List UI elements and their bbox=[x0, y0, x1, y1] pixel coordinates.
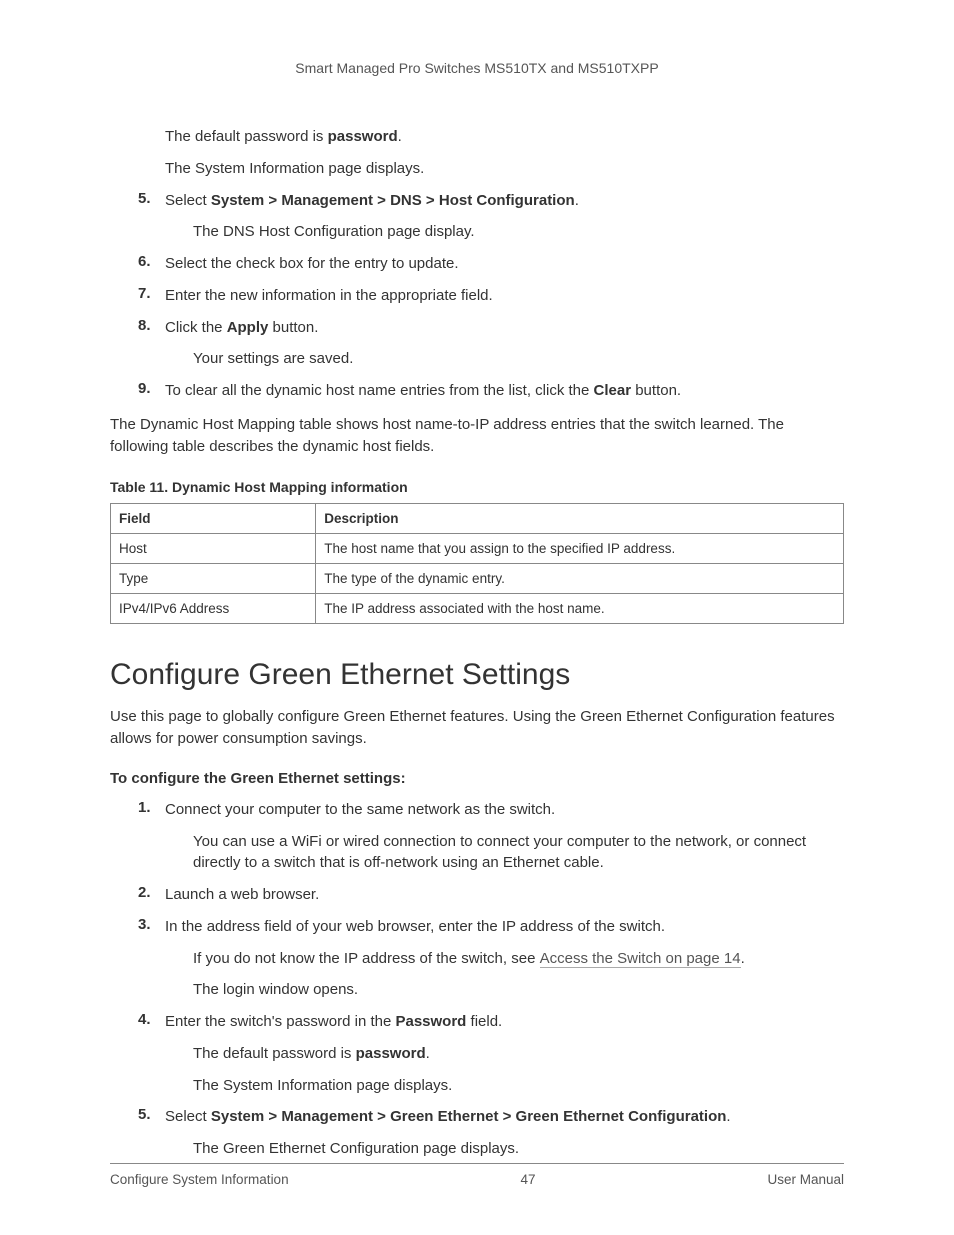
table-cell: IPv4/IPv6 Address bbox=[111, 594, 316, 624]
text: To clear all the dynamic host name entri… bbox=[165, 382, 594, 399]
step-text: Connect your computer to the same networ… bbox=[165, 799, 555, 821]
intro-line-2: The System Information page displays. bbox=[165, 158, 844, 180]
step2-5-sub: The Green Ethernet Configuration page di… bbox=[193, 1138, 844, 1160]
step-6: 6. Select the check box for the entry to… bbox=[138, 253, 844, 275]
procedure-heading: To configure the Green Ethernet settings… bbox=[110, 770, 844, 787]
table-row: IPv4/IPv6 Address The IP address associa… bbox=[111, 594, 844, 624]
text: button. bbox=[268, 319, 318, 336]
text: Enter the switch's password in the bbox=[165, 1013, 395, 1030]
step-text: Select System > Management > Green Ether… bbox=[165, 1106, 731, 1128]
page-footer: Configure System Information 47 User Man… bbox=[110, 1163, 844, 1187]
step2-2: 2. Launch a web browser. bbox=[138, 884, 844, 906]
text-bold: Password bbox=[395, 1013, 466, 1030]
dynamic-para: The Dynamic Host Mapping table shows hos… bbox=[110, 414, 844, 458]
section-heading: Configure Green Ethernet Settings bbox=[110, 658, 844, 692]
text: Select bbox=[165, 192, 211, 209]
table-cell: The type of the dynamic entry. bbox=[316, 564, 844, 594]
text-bold: Clear bbox=[594, 382, 632, 399]
text: . bbox=[398, 128, 402, 145]
step2-3-sub2: The login window opens. bbox=[193, 979, 844, 1001]
dynamic-host-table: Field Description Host The host name tha… bbox=[110, 503, 844, 624]
table-row: Type The type of the dynamic entry. bbox=[111, 564, 844, 594]
step-number: 4. bbox=[138, 1011, 165, 1033]
step-text: Enter the switch's password in the Passw… bbox=[165, 1011, 502, 1033]
text-bold: System > Management > DNS > Host Configu… bbox=[211, 192, 575, 209]
footer-page-number: 47 bbox=[521, 1172, 536, 1187]
page-header: Smart Managed Pro Switches MS510TX and M… bbox=[110, 60, 844, 76]
text: field. bbox=[466, 1013, 502, 1030]
text: The default password is bbox=[193, 1045, 356, 1062]
document-page: Smart Managed Pro Switches MS510TX and M… bbox=[0, 0, 954, 1235]
step2-5: 5. Select System > Management > Green Et… bbox=[138, 1106, 844, 1128]
text-bold: System > Management > Green Ethernet > G… bbox=[211, 1108, 727, 1125]
step-text: Launch a web browser. bbox=[165, 884, 319, 906]
step2-4-sub2: The System Information page displays. bbox=[193, 1075, 844, 1097]
step2-1-sub: You can use a WiFi or wired connection t… bbox=[193, 831, 844, 875]
step-text: To clear all the dynamic host name entri… bbox=[165, 380, 681, 402]
text: If you do not know the IP address of the… bbox=[193, 950, 540, 967]
step-text: In the address field of your web browser… bbox=[165, 916, 665, 938]
step-number: 8. bbox=[138, 317, 165, 339]
step-9: 9. To clear all the dynamic host name en… bbox=[138, 380, 844, 402]
step-text: Select the check box for the entry to up… bbox=[165, 253, 459, 275]
table-header-cell: Description bbox=[316, 504, 844, 534]
step-number: 5. bbox=[138, 1106, 165, 1128]
step-text: Enter the new information in the appropr… bbox=[165, 285, 493, 307]
text: button. bbox=[631, 382, 681, 399]
text-bold: Apply bbox=[227, 319, 269, 336]
text-bold: password bbox=[328, 128, 398, 145]
step-number: 1. bbox=[138, 799, 165, 821]
step-text: Select System > Management > DNS > Host … bbox=[165, 190, 579, 212]
table-cell: Type bbox=[111, 564, 316, 594]
table-cell: The host name that you assign to the spe… bbox=[316, 534, 844, 564]
step-number: 2. bbox=[138, 884, 165, 906]
text: . bbox=[741, 950, 745, 967]
step2-3: 3. In the address field of your web brow… bbox=[138, 916, 844, 938]
step-8-sub: Your settings are saved. bbox=[193, 348, 844, 370]
footer-left: Configure System Information bbox=[110, 1172, 289, 1187]
table-row: Host The host name that you assign to th… bbox=[111, 534, 844, 564]
text-bold: password bbox=[356, 1045, 426, 1062]
access-switch-link[interactable]: Access the Switch on page 14 bbox=[540, 950, 741, 968]
table-cell: The IP address associated with the host … bbox=[316, 594, 844, 624]
step-5-sub: The DNS Host Configuration page display. bbox=[193, 221, 844, 243]
step2-4: 4. Enter the switch's password in the Pa… bbox=[138, 1011, 844, 1033]
table-cell: Host bbox=[111, 534, 316, 564]
step-list-2: 1. Connect your computer to the same net… bbox=[138, 799, 844, 1160]
step-number: 9. bbox=[138, 380, 165, 402]
text: . bbox=[575, 192, 579, 209]
step-8: 8. Click the Apply button. bbox=[138, 317, 844, 339]
footer-right: User Manual bbox=[767, 1172, 844, 1187]
text: The default password is bbox=[165, 128, 328, 145]
text: Click the bbox=[165, 319, 227, 336]
step2-3-sub: If you do not know the IP address of the… bbox=[193, 948, 844, 970]
section-intro: Use this page to globally configure Gree… bbox=[110, 706, 844, 750]
table-header-cell: Field bbox=[111, 504, 316, 534]
step2-4-sub: The default password is password. bbox=[193, 1043, 844, 1065]
text: . bbox=[726, 1108, 730, 1125]
step-list-1: 5. Select System > Management > DNS > Ho… bbox=[138, 190, 844, 402]
step-number: 5. bbox=[138, 190, 165, 212]
table-title: Table 11. Dynamic Host Mapping informati… bbox=[110, 479, 844, 495]
step-number: 7. bbox=[138, 285, 165, 307]
step-7: 7. Enter the new information in the appr… bbox=[138, 285, 844, 307]
step-5: 5. Select System > Management > DNS > Ho… bbox=[138, 190, 844, 212]
step-number: 6. bbox=[138, 253, 165, 275]
text: Select bbox=[165, 1108, 211, 1125]
text: . bbox=[426, 1045, 430, 1062]
step-text: Click the Apply button. bbox=[165, 317, 318, 339]
step-number: 3. bbox=[138, 916, 165, 938]
step2-1: 1. Connect your computer to the same net… bbox=[138, 799, 844, 821]
table-header-row: Field Description bbox=[111, 504, 844, 534]
intro-line-1: The default password is password. bbox=[165, 126, 844, 148]
